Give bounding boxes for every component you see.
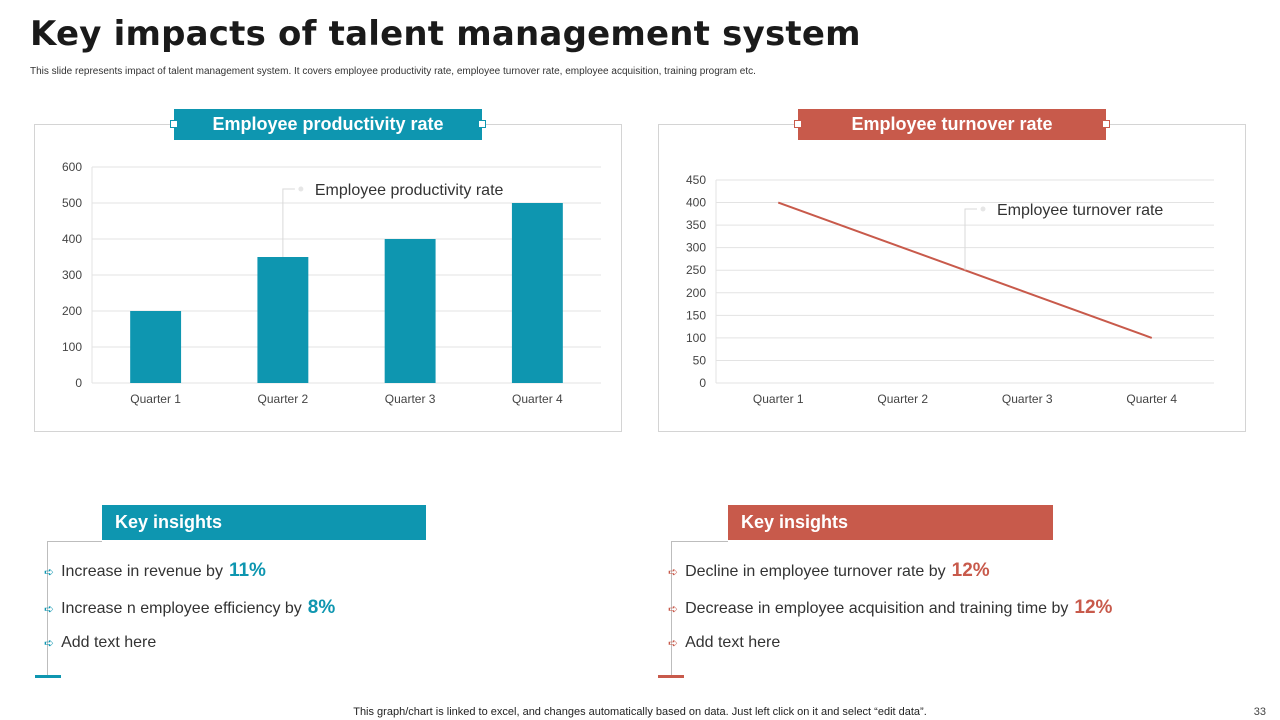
data-label: Employee turnover rate — [997, 202, 1163, 219]
x-tick-label: Quarter 4 — [1126, 392, 1177, 406]
x-tick-label: Quarter 3 — [1002, 392, 1053, 406]
page-subtitle: This slide represents impact of talent m… — [30, 66, 756, 77]
header-left-marker — [794, 120, 802, 128]
y-tick-label: 100 — [686, 331, 706, 345]
insight-text: Increase n employee efficiency by — [61, 600, 302, 617]
right-insights-footmark — [658, 675, 684, 678]
left-insights-top-rule — [47, 541, 102, 542]
y-tick-label: 450 — [686, 173, 706, 187]
y-tick-label: 50 — [693, 353, 707, 367]
y-tick-label: 600 — [62, 160, 82, 174]
list-item: ➪ Decline in employee turnover rate by 1… — [668, 560, 1112, 597]
y-tick-label: 350 — [686, 218, 706, 232]
footer-note: This graph/chart is linked to excel, and… — [353, 706, 927, 718]
y-tick-label: 500 — [62, 196, 82, 210]
page-number: 33 — [1253, 706, 1266, 718]
list-item[interactable]: ➪ Add text here — [668, 634, 1112, 671]
page-title: Key impacts of talent management system — [30, 14, 861, 54]
data-label-leader — [282, 188, 295, 257]
x-tick-label: Quarter 2 — [877, 392, 928, 406]
y-tick-label: 150 — [686, 308, 706, 322]
turnover-chart-panel[interactable]: 0 50 100 150 200 250 300 350 400 450 Quarter 1 Quar… — [658, 124, 1246, 432]
bar — [384, 239, 436, 383]
productivity-chart-panel[interactable]: 0 100 200 300 400 500 600 Quarter 1 Quarter 2 Qua… — [34, 124, 622, 432]
y-tick-label: 200 — [62, 304, 82, 318]
insight-text: Decline in employee turnover rate by — [685, 563, 946, 580]
list-item: ➪ Increase n employee efficiency by 8% — [44, 597, 335, 634]
left-insights-header: Key insights — [102, 505, 426, 540]
y-tick-label: 300 — [62, 268, 82, 282]
y-tick-label: 400 — [62, 232, 82, 246]
bar — [511, 203, 563, 383]
right-insights-top-rule — [671, 541, 728, 542]
arrow-right-icon: ➪ — [668, 602, 679, 616]
arrow-right-icon: ➪ — [44, 602, 55, 616]
header-right-marker — [478, 120, 486, 128]
productivity-bar-chart[interactable]: 0 100 200 300 400 500 600 Quarter 1 Quarter 2 Qua… — [35, 125, 621, 431]
left-insights-list: ➪ Increase in revenue by 11% ➪ Increase … — [44, 560, 335, 671]
turnover-chart-header: Employee turnover rate — [794, 109, 1110, 140]
insight-text[interactable]: Add text here — [685, 634, 781, 651]
right-insights-rule — [671, 541, 672, 676]
arrow-right-icon: ➪ — [668, 565, 679, 579]
left-insights-footmark — [35, 675, 61, 678]
productivity-chart-header: Employee productivity rate — [170, 109, 486, 140]
insight-text: Decrease in employee acquisition and tra… — [685, 600, 1069, 617]
right-insights-header: Key insights — [728, 505, 1053, 540]
data-label-dot — [980, 206, 986, 212]
left-insights-rule — [47, 541, 48, 676]
y-tick-label: 400 — [686, 196, 706, 210]
x-tick-label: Quarter 1 — [130, 392, 181, 406]
insight-value: 12% — [1074, 597, 1113, 618]
header-right-marker — [1102, 120, 1110, 128]
list-item[interactable]: ➪ Add text here — [44, 634, 335, 671]
insight-text: Increase in revenue by — [61, 563, 223, 580]
y-tick-label: 200 — [686, 286, 706, 300]
insight-value: 11% — [228, 560, 266, 581]
insight-value: 12% — [951, 560, 990, 581]
turnover-line-chart[interactable]: 0 50 100 150 200 250 300 350 400 450 Quarter 1 Quar… — [659, 125, 1245, 431]
arrow-right-icon: ➪ — [668, 636, 679, 650]
x-tick-label: Quarter 1 — [753, 392, 804, 406]
data-label-leader — [964, 208, 977, 271]
productivity-chart-title: Employee productivity rate — [212, 114, 444, 134]
insight-value: 8% — [307, 597, 336, 618]
arrow-right-icon: ➪ — [44, 636, 55, 650]
bar — [130, 311, 182, 383]
y-tick-label: 0 — [699, 376, 706, 390]
header-left-marker — [170, 120, 178, 128]
x-tick-label: Quarter 3 — [385, 392, 436, 406]
y-tick-label: 250 — [686, 263, 706, 277]
y-tick-label: 0 — [75, 376, 82, 390]
insight-text[interactable]: Add text here — [61, 634, 157, 651]
list-item: ➪ Decrease in employee acquisition and t… — [668, 597, 1112, 634]
data-label: Employee productivity rate — [315, 182, 504, 199]
right-insights-list: ➪ Decline in employee turnover rate by 1… — [668, 560, 1112, 671]
arrow-right-icon: ➪ — [44, 565, 55, 579]
x-tick-label: Quarter 2 — [258, 392, 309, 406]
list-item: ➪ Increase in revenue by 11% — [44, 560, 335, 597]
turnover-chart-title: Employee turnover rate — [851, 114, 1053, 134]
bar — [257, 257, 309, 383]
y-tick-label: 100 — [62, 340, 82, 354]
x-tick-label: Quarter 4 — [512, 392, 563, 406]
y-tick-label: 300 — [686, 241, 706, 255]
data-label-dot — [298, 186, 304, 192]
